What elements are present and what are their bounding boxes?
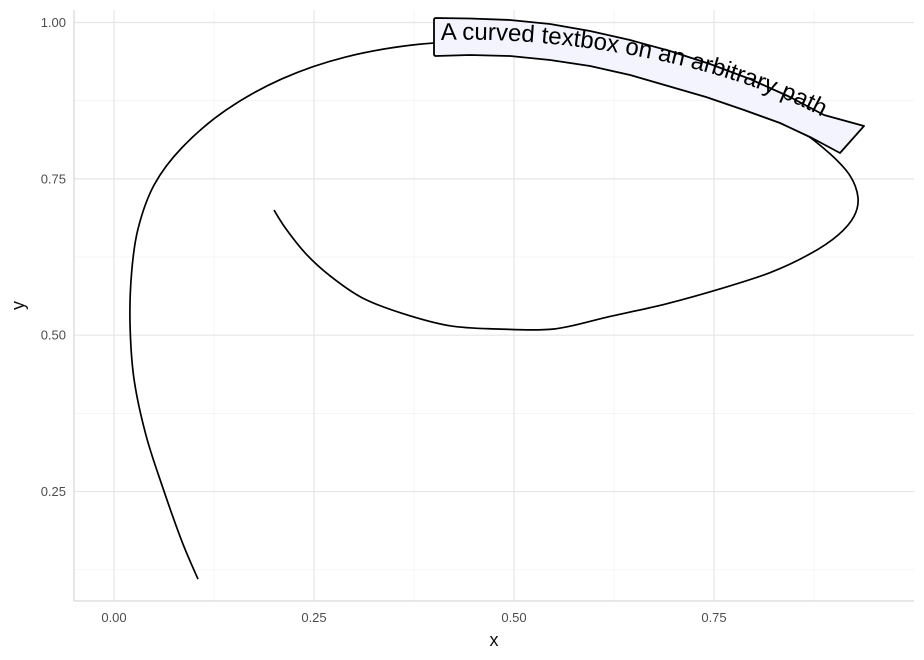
- curved-textbox-box: [433, 17, 865, 154]
- x-tick-label: 0.00: [101, 610, 126, 625]
- x-tick-label: 0.50: [501, 610, 526, 625]
- x-axis-title: x: [490, 630, 499, 650]
- y-tick-label: 0.25: [41, 484, 66, 499]
- y-tick-label: 0.50: [41, 328, 66, 343]
- x-tick-label: 0.25: [301, 610, 326, 625]
- y-tick-labels: 0.25 0.50 0.75 1.00: [41, 15, 66, 499]
- curved-textbox-annotation: A curved textbox on an arbitrary path: [433, 17, 865, 154]
- series-line: [129, 40, 860, 580]
- y-tick-label: 0.75: [41, 171, 66, 186]
- y-axis-title: y: [8, 301, 28, 310]
- x-tick-label: 0.75: [701, 610, 726, 625]
- x-tick-labels: 0.00 0.25 0.50 0.75: [101, 610, 726, 625]
- minor-gridlines: [74, 10, 914, 601]
- y-tick-label: 1.00: [41, 15, 66, 30]
- major-gridlines: [74, 10, 914, 601]
